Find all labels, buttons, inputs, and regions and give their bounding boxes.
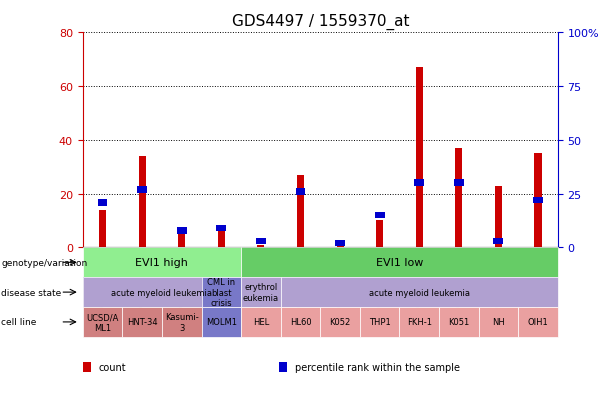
Bar (97, 199, 107, 206)
Bar (416, 68, 423, 248)
Text: erythrol
eukemia: erythrol eukemia (243, 283, 279, 302)
Bar (218, 229, 225, 248)
Text: HEL: HEL (253, 318, 269, 327)
Bar (375, 212, 384, 219)
Text: OIH1: OIH1 (528, 318, 549, 327)
Text: genotype/variation: genotype/variation (1, 258, 88, 267)
Text: cell line: cell line (1, 318, 37, 327)
Text: K052: K052 (329, 318, 351, 327)
Text: acute myeloid leukemia: acute myeloid leukemia (112, 288, 213, 297)
Title: GDS4497 / 1559370_at: GDS4497 / 1559370_at (232, 14, 409, 30)
Text: NH: NH (492, 318, 505, 327)
Text: CML in
blast
crisis: CML in blast crisis (207, 278, 235, 307)
Bar (335, 240, 345, 247)
Text: disease state: disease state (1, 288, 61, 297)
Bar (177, 227, 187, 234)
Text: count: count (99, 362, 126, 372)
Bar (535, 154, 542, 248)
Bar (139, 157, 146, 248)
Text: UCSD/A
ML1: UCSD/A ML1 (86, 313, 119, 332)
Bar (414, 180, 424, 187)
Bar (99, 210, 106, 248)
Bar (493, 238, 503, 245)
Bar (495, 186, 502, 248)
Text: MOLM1: MOLM1 (206, 318, 237, 327)
Text: HNT-34: HNT-34 (127, 318, 158, 327)
Bar (216, 225, 226, 232)
Text: K051: K051 (448, 318, 470, 327)
Bar (454, 180, 464, 187)
Text: EVI1 high: EVI1 high (135, 258, 188, 268)
Bar (137, 186, 147, 193)
Bar (376, 221, 383, 248)
Text: THP1: THP1 (369, 318, 390, 327)
Bar (257, 245, 264, 248)
Text: FKH-1: FKH-1 (407, 318, 432, 327)
Text: percentile rank within the sample: percentile rank within the sample (295, 362, 460, 372)
Bar (337, 245, 344, 248)
Bar (297, 175, 304, 248)
Text: EVI1 low: EVI1 low (376, 258, 423, 268)
Text: Kasumi-
3: Kasumi- 3 (165, 313, 199, 332)
Bar (178, 232, 185, 248)
Bar (533, 197, 543, 204)
Text: HL60: HL60 (290, 318, 311, 327)
Bar (295, 189, 305, 195)
Text: acute myeloid leukemia: acute myeloid leukemia (369, 288, 470, 297)
Bar (455, 148, 462, 248)
Bar (256, 238, 266, 245)
